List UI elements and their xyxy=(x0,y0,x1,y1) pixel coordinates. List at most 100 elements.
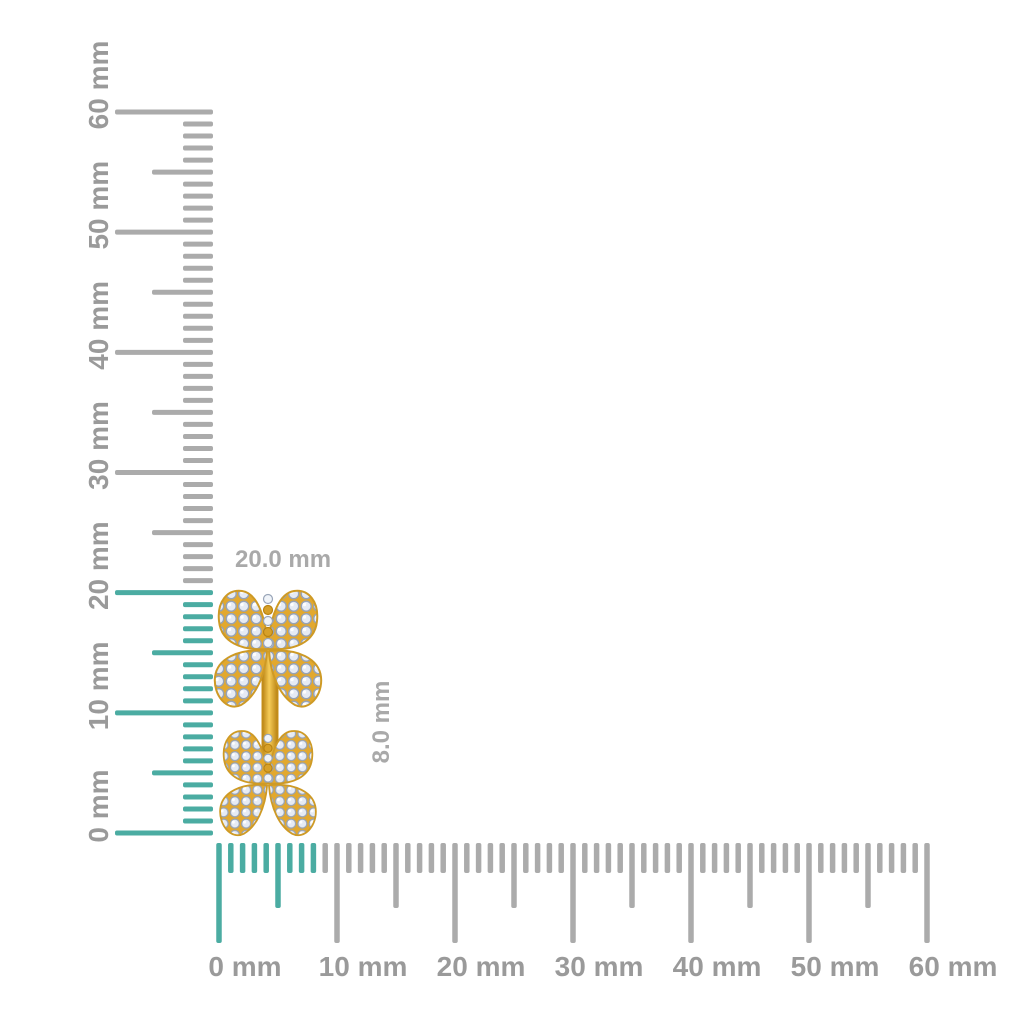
ruler-tick xyxy=(381,843,387,873)
horizontal-ruler: 0 mm 10 mm 20 mm 30 mm 40 mm 50 mm 60 mm xyxy=(208,843,997,982)
ruler-tick xyxy=(735,843,741,873)
ruler-tick-highlight xyxy=(183,806,213,812)
ruler-tick xyxy=(534,843,541,873)
ruler-tick xyxy=(452,843,458,943)
ruler-tick-highlight xyxy=(239,843,246,873)
ruler-tick xyxy=(183,205,213,211)
ruler-label: 20 mm xyxy=(83,521,114,610)
ruler-tick xyxy=(183,133,213,139)
ruler-tick xyxy=(464,843,470,873)
ruler-tick xyxy=(152,169,213,175)
ruler-tick xyxy=(711,843,718,873)
ruler-tick xyxy=(183,145,213,151)
ruler-tick xyxy=(475,843,482,873)
ruler-tick-highlight xyxy=(275,843,281,908)
ruler-label: 40 mm xyxy=(673,951,762,982)
ruler-tick xyxy=(183,277,213,283)
ruler-tick xyxy=(806,843,812,943)
ruler-tick-highlight xyxy=(183,674,213,680)
ruler-tick-highlight xyxy=(183,734,213,740)
ruler-tick xyxy=(115,349,213,355)
ruler-label: 0 mm xyxy=(83,769,114,842)
leaf-petal xyxy=(213,649,268,708)
ruler-tick-highlight xyxy=(152,770,213,776)
ruler-tick xyxy=(877,843,883,873)
ruler-tick xyxy=(523,843,529,873)
ruler-tick xyxy=(183,301,213,307)
ruler-tick-highlight xyxy=(115,590,213,596)
ruler-tick xyxy=(688,843,694,943)
ruler-tick xyxy=(416,843,423,873)
leaf-cluster-top xyxy=(213,589,323,708)
ruler-tick xyxy=(183,518,213,524)
ruler-tick xyxy=(183,397,213,403)
ruler-tick xyxy=(183,337,213,343)
ruler-tick-highlight xyxy=(183,614,213,620)
ruler-tick xyxy=(183,445,213,451)
ruler-tick xyxy=(183,265,213,271)
ruler-tick xyxy=(818,843,824,873)
ruler-tick-highlight xyxy=(183,686,213,692)
ruler-label: 10 mm xyxy=(83,641,114,730)
ruler-tick xyxy=(183,193,213,199)
ruler-label: 10 mm xyxy=(319,951,408,982)
ruler-tick-highlight xyxy=(183,758,213,764)
ruler-tick xyxy=(183,373,213,379)
ruler-tick xyxy=(183,313,213,319)
ruler-tick-highlight xyxy=(183,638,213,644)
leaf-petal xyxy=(268,649,323,708)
leaf-petal xyxy=(217,589,269,651)
ruler-tick xyxy=(794,843,800,873)
ruler-label: 60 mm xyxy=(83,41,114,130)
ruler-tick-highlight xyxy=(263,843,269,873)
ruler-tick xyxy=(393,843,399,908)
ruler-tick xyxy=(183,181,213,187)
ruler-tick xyxy=(924,843,930,943)
ruler-tick-highlight xyxy=(183,698,213,704)
ruler-tick xyxy=(183,325,213,331)
ruler-tick xyxy=(546,843,553,873)
ruler-tick xyxy=(629,843,635,908)
ruler-tick xyxy=(782,843,789,873)
leaf-cluster-bottom xyxy=(219,730,317,837)
ruler-tick xyxy=(570,843,576,943)
ruler-tick xyxy=(183,121,213,127)
ruler-label: 40 mm xyxy=(83,281,114,370)
ruler-tick xyxy=(183,457,213,463)
ruler-tick xyxy=(183,566,213,572)
ruler-tick xyxy=(652,843,659,873)
ruler-tick xyxy=(405,843,411,873)
ruler-tick xyxy=(183,157,213,163)
ruler-tick xyxy=(487,843,494,873)
stone-column xyxy=(262,593,274,649)
ruler-tick-highlight xyxy=(183,662,213,668)
ruler-tick-highlight xyxy=(183,818,213,824)
ruler-tick xyxy=(183,217,213,223)
ruler-tick xyxy=(499,843,505,873)
ruler-tick-highlight xyxy=(183,602,213,608)
ruler-tick xyxy=(183,578,213,584)
ruler-tick xyxy=(428,843,435,873)
leaf-petal xyxy=(267,589,319,651)
ruler-tick xyxy=(346,843,352,873)
ruler-tick xyxy=(183,494,213,500)
ruler-tick-highlight xyxy=(287,843,293,873)
ruler-tick xyxy=(183,554,213,560)
ruler-tick xyxy=(853,843,859,873)
ruler-tick xyxy=(593,843,600,873)
ruler-tick xyxy=(641,843,647,873)
ruler-tick-highlight xyxy=(183,626,213,632)
ruler-tick-highlight xyxy=(152,650,213,656)
ruler-tick xyxy=(888,843,895,873)
ruler-tick xyxy=(183,385,213,391)
ruler-tick xyxy=(676,843,682,873)
ruler-label: 30 mm xyxy=(555,951,644,982)
width-dimension-label: 8.0 mm xyxy=(368,680,395,764)
ruler-tick-highlight xyxy=(115,830,213,836)
ruler-tick xyxy=(115,469,213,475)
ruler-tick xyxy=(841,843,848,873)
ruler-tick-highlight xyxy=(298,843,305,873)
ruler-label: 0 mm xyxy=(208,951,281,982)
